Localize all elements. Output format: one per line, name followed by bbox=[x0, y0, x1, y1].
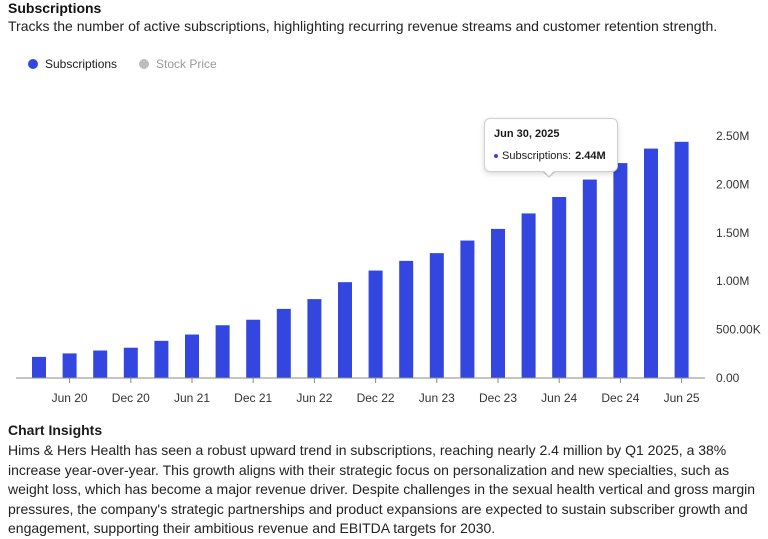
bar[interactable] bbox=[674, 141, 689, 378]
bar[interactable] bbox=[246, 319, 261, 378]
tooltip-value: 2.44M bbox=[575, 150, 606, 162]
bar[interactable] bbox=[582, 179, 597, 378]
bar[interactable] bbox=[215, 325, 230, 378]
x-tick-label: Dec 23 bbox=[479, 391, 517, 405]
legend-dot-subscriptions bbox=[28, 59, 38, 69]
x-tick-label: Dec 21 bbox=[234, 391, 272, 405]
bar[interactable] bbox=[429, 253, 444, 378]
legend-label-stock-price: Stock Price bbox=[156, 57, 217, 71]
y-tick-label: 1.50M bbox=[716, 226, 749, 240]
tooltip-series-dot bbox=[494, 154, 498, 158]
y-tick-label: 2.50M bbox=[716, 129, 749, 143]
legend-item-stock-price[interactable]: Stock Price bbox=[139, 57, 217, 71]
y-tick-label: 2.00M bbox=[716, 177, 749, 191]
tooltip-series-label: Subscriptions: bbox=[502, 150, 572, 162]
bar[interactable] bbox=[154, 340, 169, 378]
bar[interactable] bbox=[552, 196, 567, 378]
legend-item-subscriptions[interactable]: Subscriptions bbox=[28, 57, 117, 71]
x-tick-label: Jun 20 bbox=[52, 391, 88, 405]
bar[interactable] bbox=[185, 334, 199, 378]
bar[interactable] bbox=[613, 163, 628, 378]
legend-label-subscriptions: Subscriptions bbox=[45, 57, 118, 71]
bar[interactable] bbox=[32, 356, 46, 378]
tooltip-date: Jun 30, 2025 bbox=[494, 128, 560, 140]
x-tick-label: Jun 25 bbox=[664, 391, 700, 405]
x-tick-label: Dec 22 bbox=[357, 391, 395, 405]
x-tick-label: Jun 23 bbox=[419, 391, 455, 405]
y-tick-label: 0.00 bbox=[716, 371, 740, 385]
bar[interactable] bbox=[644, 148, 658, 378]
x-tick-label: Dec 20 bbox=[112, 391, 150, 405]
tooltip-row: Subscriptions: 2.44M bbox=[494, 150, 606, 162]
chart-title: Subscriptions bbox=[8, 0, 102, 16]
y-tick-label: 1.00M bbox=[716, 274, 749, 288]
x-tick-label: Jun 24 bbox=[541, 391, 577, 405]
chart-tooltip: Jun 30, 2025 Subscriptions: 2.44M bbox=[484, 118, 618, 172]
bar[interactable] bbox=[276, 308, 291, 378]
legend: Subscriptions Stock Price bbox=[28, 57, 217, 71]
bar-chart: Jun 20 Dec 20 Jun 21 Dec 21 Jun 22 Dec 22 Jun … bbox=[16, 129, 761, 405]
x-tick-label: Dec 24 bbox=[601, 391, 639, 405]
bar[interactable] bbox=[123, 347, 138, 378]
bar[interactable] bbox=[491, 228, 505, 378]
x-tick-label: Jun 22 bbox=[296, 391, 332, 405]
bar[interactable] bbox=[460, 240, 475, 378]
bar[interactable] bbox=[307, 299, 322, 378]
bar[interactable] bbox=[338, 282, 352, 378]
legend-dot-stock-price bbox=[139, 59, 150, 69]
bar[interactable] bbox=[62, 353, 77, 378]
bar[interactable] bbox=[93, 350, 108, 378]
bar[interactable] bbox=[521, 213, 536, 378]
bar[interactable] bbox=[399, 260, 414, 378]
insights-body: Hims & Hers Health has seen a robust upw… bbox=[8, 442, 756, 536]
insights-title: Chart Insights bbox=[8, 422, 103, 438]
y-tick-label: 500.00K bbox=[716, 323, 761, 337]
x-tick-label: Jun 21 bbox=[174, 391, 210, 405]
bar[interactable] bbox=[368, 270, 383, 378]
tooltip-tail bbox=[542, 169, 556, 176]
chart-subtitle: Tracks the number of active subscription… bbox=[8, 18, 718, 34]
